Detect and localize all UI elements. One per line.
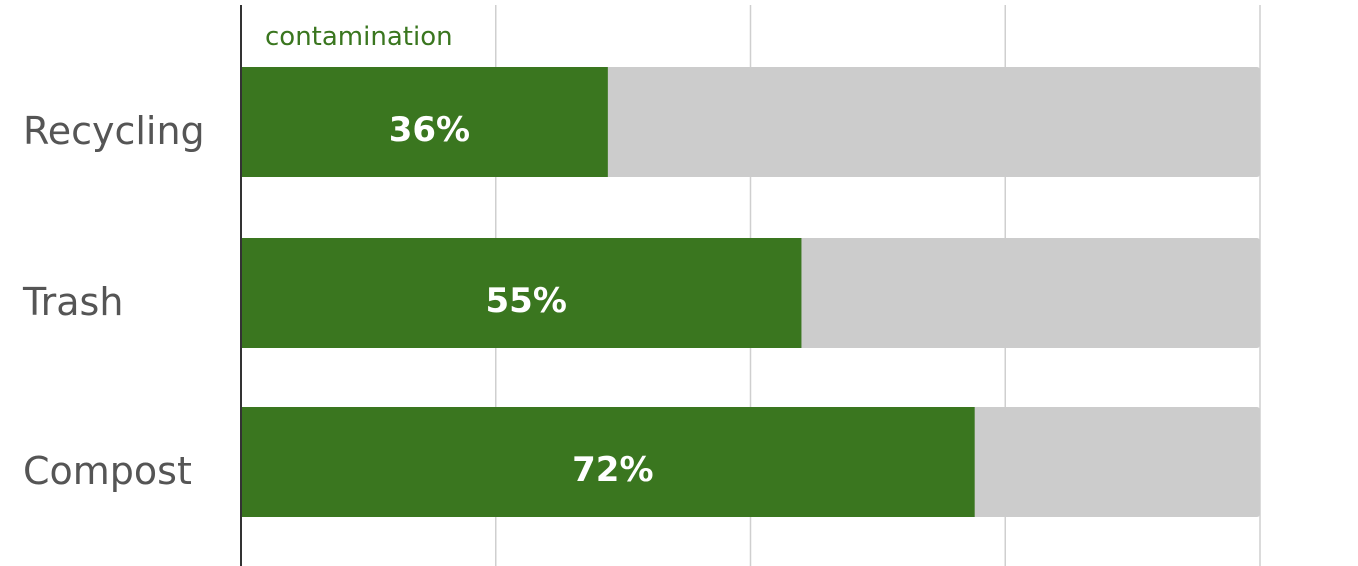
bar (241, 238, 802, 348)
value-label: 36% (389, 110, 470, 150)
value-label: 72% (572, 450, 653, 490)
bar (241, 67, 608, 177)
legend-label: contamination (265, 22, 453, 52)
value-label: 55% (486, 281, 567, 321)
bar (241, 407, 975, 517)
y-tick-label: Trash (22, 280, 123, 324)
y-tick-label: Recycling (23, 109, 205, 153)
y-tick-label: Compost (23, 449, 192, 493)
bars: 36% 55% 72% (241, 67, 1260, 517)
